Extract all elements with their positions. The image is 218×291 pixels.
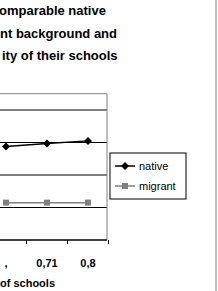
- data-point: [84, 137, 92, 145]
- data-point: [43, 139, 51, 147]
- legend-label: migrant: [139, 180, 176, 192]
- x-tick-label: ,: [4, 257, 7, 269]
- grid-line: [0, 110, 107, 111]
- plot-frame: [0, 93, 107, 94]
- grid-line: [0, 240, 107, 241]
- plot-frame: [107, 94, 108, 240]
- title-line: ity of their schools: [2, 48, 118, 63]
- legend: native migrant: [110, 153, 186, 199]
- data-point: [3, 200, 9, 206]
- title-line: nt background and: [0, 26, 117, 41]
- data-point: [44, 200, 50, 206]
- chart: omparable native nt background and ity of …: [0, 0, 218, 291]
- legend-marker: [122, 183, 128, 189]
- legend-label: native: [139, 160, 168, 172]
- title: omparable native nt background and ity of …: [0, 3, 118, 63]
- chart-frame: [0, 0, 216, 291]
- title-line: omparable native: [0, 3, 106, 18]
- grid-line: [0, 175, 107, 176]
- x-tick: [67, 240, 68, 244]
- grid-line: [0, 207, 107, 208]
- data-point: [2, 142, 10, 150]
- x-axis-label: of schools: [0, 277, 55, 289]
- x-axis: [0, 240, 107, 241]
- x-tick: [108, 240, 109, 244]
- data-point: [85, 200, 91, 206]
- x-tick-label: 0,8: [80, 257, 95, 269]
- x-tick: [26, 240, 27, 244]
- legend-marker: [121, 162, 129, 170]
- plot-marks: [2, 137, 92, 206]
- legend-box: [110, 153, 186, 199]
- x-tick-label: 0,71: [36, 257, 57, 269]
